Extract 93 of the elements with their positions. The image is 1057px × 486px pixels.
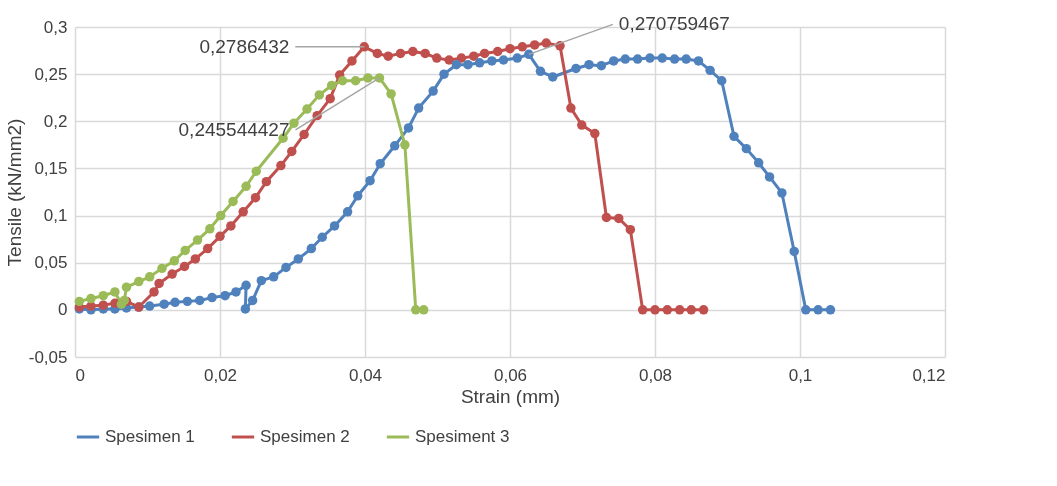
y-tick-label: 0,3	[43, 17, 68, 37]
point	[205, 224, 215, 234]
point	[674, 305, 685, 315]
point	[215, 210, 226, 221]
legend-label: Spesimen 1	[105, 427, 195, 446]
point	[637, 305, 648, 315]
x-axis-title: Strain (mm)	[460, 385, 561, 407]
annotation: 0,245544427	[178, 118, 290, 140]
y-tick-label: 0,05	[34, 253, 68, 273]
legend-label: Spesimen 2	[260, 427, 350, 446]
point	[98, 300, 109, 310]
x-tick-label: 0	[75, 365, 85, 385]
point	[432, 53, 442, 63]
x-tick-label: 0,06	[493, 365, 528, 385]
point	[154, 278, 164, 289]
point	[134, 276, 144, 287]
point	[350, 76, 361, 86]
point	[625, 224, 636, 235]
point	[418, 305, 429, 315]
point	[241, 181, 251, 192]
point	[614, 213, 624, 224]
point	[400, 140, 410, 150]
y-tick-label: 0,2	[43, 111, 68, 131]
x-tick-label: 0,08	[638, 365, 673, 385]
point	[347, 56, 357, 66]
point	[190, 254, 201, 264]
point	[144, 272, 155, 282]
annotation: 0,270759467	[618, 13, 730, 35]
point	[169, 256, 180, 266]
y-axis-title: Tensile (kN/mm2)	[3, 118, 25, 267]
point	[601, 212, 612, 223]
y-tick-label: 0,15	[34, 158, 68, 178]
x-tick-label: 0,04	[348, 365, 383, 385]
point	[566, 103, 576, 113]
point	[517, 42, 528, 52]
point	[180, 245, 190, 256]
point	[577, 120, 587, 130]
point	[121, 282, 132, 292]
point	[226, 221, 236, 231]
point	[529, 40, 540, 50]
point	[228, 196, 238, 207]
point	[326, 80, 337, 91]
point	[314, 90, 325, 100]
point	[261, 176, 272, 187]
point	[202, 243, 213, 254]
point	[650, 305, 660, 315]
legend-label: Spesiment 3	[415, 427, 510, 446]
y-tick-label: 0,25	[34, 64, 68, 84]
point	[444, 55, 454, 65]
point	[276, 160, 286, 171]
point	[74, 296, 85, 307]
point	[469, 51, 479, 61]
point	[456, 53, 467, 63]
y-tick-label: -0,05	[28, 347, 68, 367]
x-tick-label: 0,1	[788, 365, 813, 385]
point	[86, 293, 96, 304]
point	[302, 104, 312, 114]
point	[420, 48, 430, 59]
point	[110, 287, 120, 297]
point	[289, 118, 299, 128]
point	[686, 305, 696, 315]
x-tick-label: 0,12	[912, 365, 946, 385]
point	[386, 89, 396, 99]
point	[383, 51, 393, 61]
point	[167, 269, 177, 279]
point	[590, 128, 600, 139]
point	[250, 192, 261, 203]
point	[363, 73, 373, 83]
point	[492, 46, 503, 57]
annotation: 0,2786432	[199, 35, 290, 57]
point	[408, 46, 418, 57]
point	[325, 93, 335, 104]
point	[157, 263, 167, 274]
y-tick-label: 0,1	[43, 206, 68, 226]
point	[662, 305, 673, 315]
point	[505, 43, 515, 54]
point	[238, 207, 248, 217]
point	[149, 287, 159, 297]
point	[287, 146, 297, 157]
point	[251, 166, 261, 176]
point	[372, 48, 383, 59]
point	[395, 48, 406, 59]
point	[179, 261, 190, 272]
point	[337, 76, 348, 86]
y-tick-label: 0	[58, 300, 68, 320]
point	[98, 290, 109, 301]
point	[541, 38, 551, 48]
x-tick-label: 0,02	[203, 365, 238, 385]
point	[479, 48, 490, 59]
point	[192, 235, 203, 245]
point	[299, 129, 309, 140]
point	[698, 305, 709, 315]
point	[215, 231, 225, 242]
